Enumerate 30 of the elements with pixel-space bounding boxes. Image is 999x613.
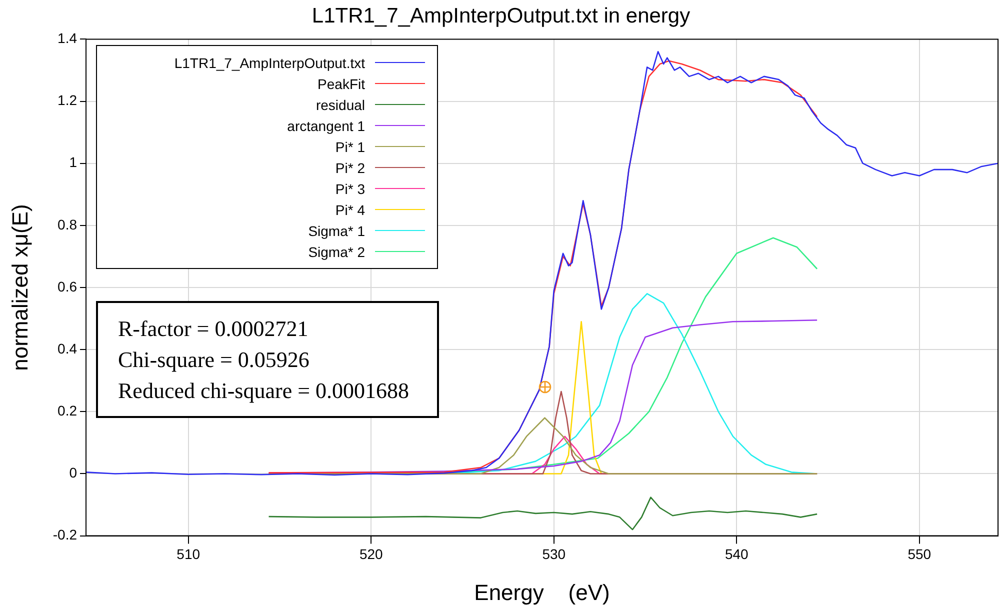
legend-label: Pi* 2 — [335, 160, 365, 176]
y-tick-label: 1.2 — [58, 92, 78, 108]
y-tick-label: 0.6 — [58, 278, 78, 294]
y-tick-label: 1 — [69, 154, 78, 170]
x-tick-label: 520 — [359, 546, 384, 562]
x-tick-label: 510 — [176, 546, 200, 562]
legend-label: Sigma* 1 — [308, 222, 365, 239]
legend-label: Pi* 1 — [335, 138, 365, 155]
y-tick-label: 0 — [69, 464, 78, 481]
annotation: R-factor = 0.0002721 — [118, 315, 310, 344]
chart-title: L1TR1_7_AmpInterpOutput.txt in energy — [312, 4, 691, 28]
y-tick-label: 0.2 — [58, 402, 78, 419]
x-axis-title: Energy (eV) — [474, 580, 610, 605]
x-tick-label: 540 — [724, 546, 749, 562]
legend-label: Pi* 3 — [335, 180, 365, 197]
legend-label: arctangent 1 — [287, 118, 365, 134]
legend-label: residual — [316, 96, 365, 113]
annotation: Reduced chi-square = 0.0001688 — [118, 377, 409, 406]
y-tick-label: 1.4 — [58, 30, 78, 46]
y-tick-label: -0.2 — [52, 526, 78, 543]
y-axis-title: normalized xμ(E) — [7, 204, 32, 371]
legend-label: Sigma* 2 — [308, 244, 365, 260]
y-tick-label: 0.4 — [58, 340, 78, 356]
legend-label: PeakFit — [318, 76, 365, 92]
legend-label: Pi* 4 — [335, 202, 365, 218]
x-tick-label: 530 — [542, 546, 566, 562]
y-tick-label: 0.8 — [58, 216, 78, 232]
x-tick-label: 550 — [908, 546, 932, 562]
annotation: Chi-square = 0.05926 — [118, 346, 310, 374]
legend-label: L1TR1_7_AmpInterpOutput.txt — [174, 54, 365, 71]
